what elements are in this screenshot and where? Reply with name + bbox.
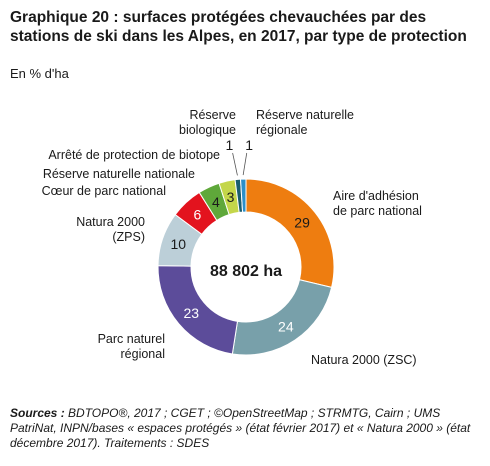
value-label-aire-d-adhesion-de-parc-national: 29 (294, 215, 310, 231)
value-label-reserve-biologique: 1 (226, 137, 234, 153)
slice-reserve-naturelle-regionale (239, 178, 247, 213)
category-label-natura-2000-zps: Natura 2000 (ZPS) (76, 215, 145, 244)
category-label-coeur-de-parc-national: Cœur de parc national (42, 184, 166, 198)
category-label-natura-2000-zsc: Natura 2000 (ZSC) (311, 353, 417, 367)
center-total-label: 88 802 ha (210, 263, 282, 280)
unit-label: En % d'ha (10, 66, 69, 81)
sources-note: Sources : BDTOPO®, 2017 ; CGET ; ©OpenSt… (10, 406, 482, 451)
category-label-reserve-biologique: Réserve biologique (179, 108, 236, 137)
value-label-arrete-de-protection-de-biotope: 3 (227, 189, 235, 205)
chart-title: Graphique 20 : surfaces protégées chevau… (10, 9, 467, 45)
value-label-natura-2000-zps: 10 (170, 236, 186, 252)
sources-text: BDTOPO®, 2017 ; CGET ; ©OpenStreetMap ; … (10, 406, 471, 450)
category-label-parc-naturel-regional: Parc naturel régional (98, 332, 165, 361)
category-label-reserve-naturelle-nationale: Réserve naturelle nationale (43, 167, 195, 181)
value-label-parc-naturel-regional: 23 (184, 305, 200, 321)
value-label-reserve-naturelle-regionale: 1 (245, 137, 253, 153)
donut-chart: 29 24 23 10 64 3 1 1 Aire d'adhésion de parc nat… (42, 108, 422, 367)
value-label-coeur-de-parc-national: 6 (194, 207, 202, 223)
sources-label: Sources : (10, 406, 65, 420)
value-label-natura-2000-zsc: 24 (278, 318, 294, 334)
slice-natura-2000-zsc (231, 279, 333, 356)
value-label-reserve-naturelle-nationale: 4 (212, 194, 220, 210)
leader-line-reserve-naturelle-regionale (242, 152, 248, 176)
leader-line-reserve-biologique (232, 152, 238, 176)
category-label-arrete-de-protection-de-biotope: Arrêté de protection de biotope (48, 148, 220, 162)
category-label-aire-d-adhesion-de-parc-national: Aire d'adhésion de parc national (333, 189, 422, 218)
category-label-reserve-naturelle-regionale: Réserve naturelle régionale (256, 108, 354, 137)
